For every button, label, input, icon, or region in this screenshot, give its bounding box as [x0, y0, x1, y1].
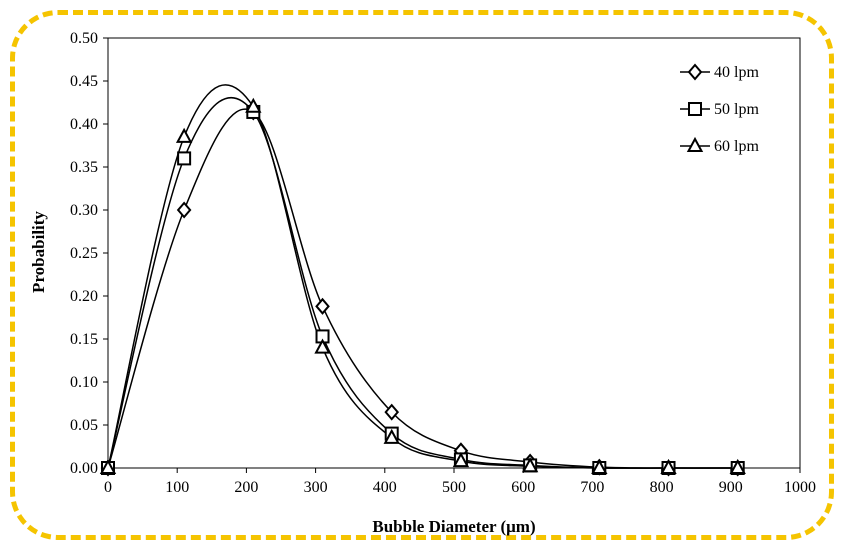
data-point-triangle [99, 458, 117, 474]
legend-label: 50 lpm [714, 101, 759, 118]
x-tick-label: 200 [234, 479, 258, 496]
x-tick-label: 500 [442, 479, 466, 496]
x-tick-label: 700 [580, 479, 604, 496]
x-tick-label: 800 [650, 479, 674, 496]
y-tick-label: 0.35 [70, 159, 98, 176]
y-axis-title: Probability [29, 211, 48, 293]
data-point-triangle [383, 428, 400, 444]
data-point-triangle [521, 457, 539, 473]
data-point-triangle [314, 338, 331, 354]
chart-curves [107, 84, 738, 469]
data-point-triangle [591, 458, 608, 474]
data-point-triangle [452, 452, 470, 468]
series-line-diamond [107, 108, 738, 469]
series-line-square [107, 96, 738, 469]
chart-axes: 0 100 200 300 400 500 600 700 800 900 1000 0.00 0.05… [70, 30, 816, 496]
y-tick-label: 0.15 [70, 331, 98, 348]
legend-marker-square [688, 102, 702, 116]
chart-legend: 40 lpm 50 lpm 60 lpm [680, 63, 759, 155]
data-point-diamond [315, 297, 330, 315]
y-tick-label: 0.25 [70, 245, 98, 262]
legend-label: 60 lpm [714, 138, 759, 155]
series-line-triangle [107, 84, 738, 469]
x-tick-label: 300 [304, 479, 328, 496]
x-tick-label: 600 [511, 479, 535, 496]
x-tick-label: 0 [104, 479, 112, 496]
y-tick-label: 0.00 [70, 460, 98, 477]
data-point-triangle [729, 458, 746, 474]
x-tick-label: 400 [373, 479, 397, 496]
x-axis-title: Bubble Diameter (μm) [372, 517, 535, 536]
y-tick-label: 0.45 [70, 73, 98, 90]
data-point-triangle [175, 127, 193, 143]
y-tick-label: 0.40 [70, 116, 98, 133]
y-tick-label: 0.30 [70, 202, 98, 219]
x-tick-label: 100 [165, 479, 189, 496]
y-tick-label: 0.05 [70, 417, 98, 434]
data-point-triangle [660, 458, 677, 474]
data-point-diamond [176, 201, 192, 219]
data-point-square [177, 151, 192, 166]
legend-marker-triangle [686, 136, 704, 152]
chart-frame [10, 10, 834, 540]
y-tick-label: 0.20 [70, 288, 98, 305]
legend-label: 40 lpm [714, 64, 759, 81]
y-tick-label: 0.10 [70, 374, 98, 391]
y-tick-label: 0.50 [70, 30, 98, 47]
data-point-diamond [384, 403, 400, 421]
legend-marker-diamond [687, 63, 703, 81]
x-tick-label: 1000 [784, 479, 816, 496]
data-point-triangle [245, 97, 262, 113]
chart-markers [99, 97, 746, 477]
x-tick-label: 900 [719, 479, 743, 496]
